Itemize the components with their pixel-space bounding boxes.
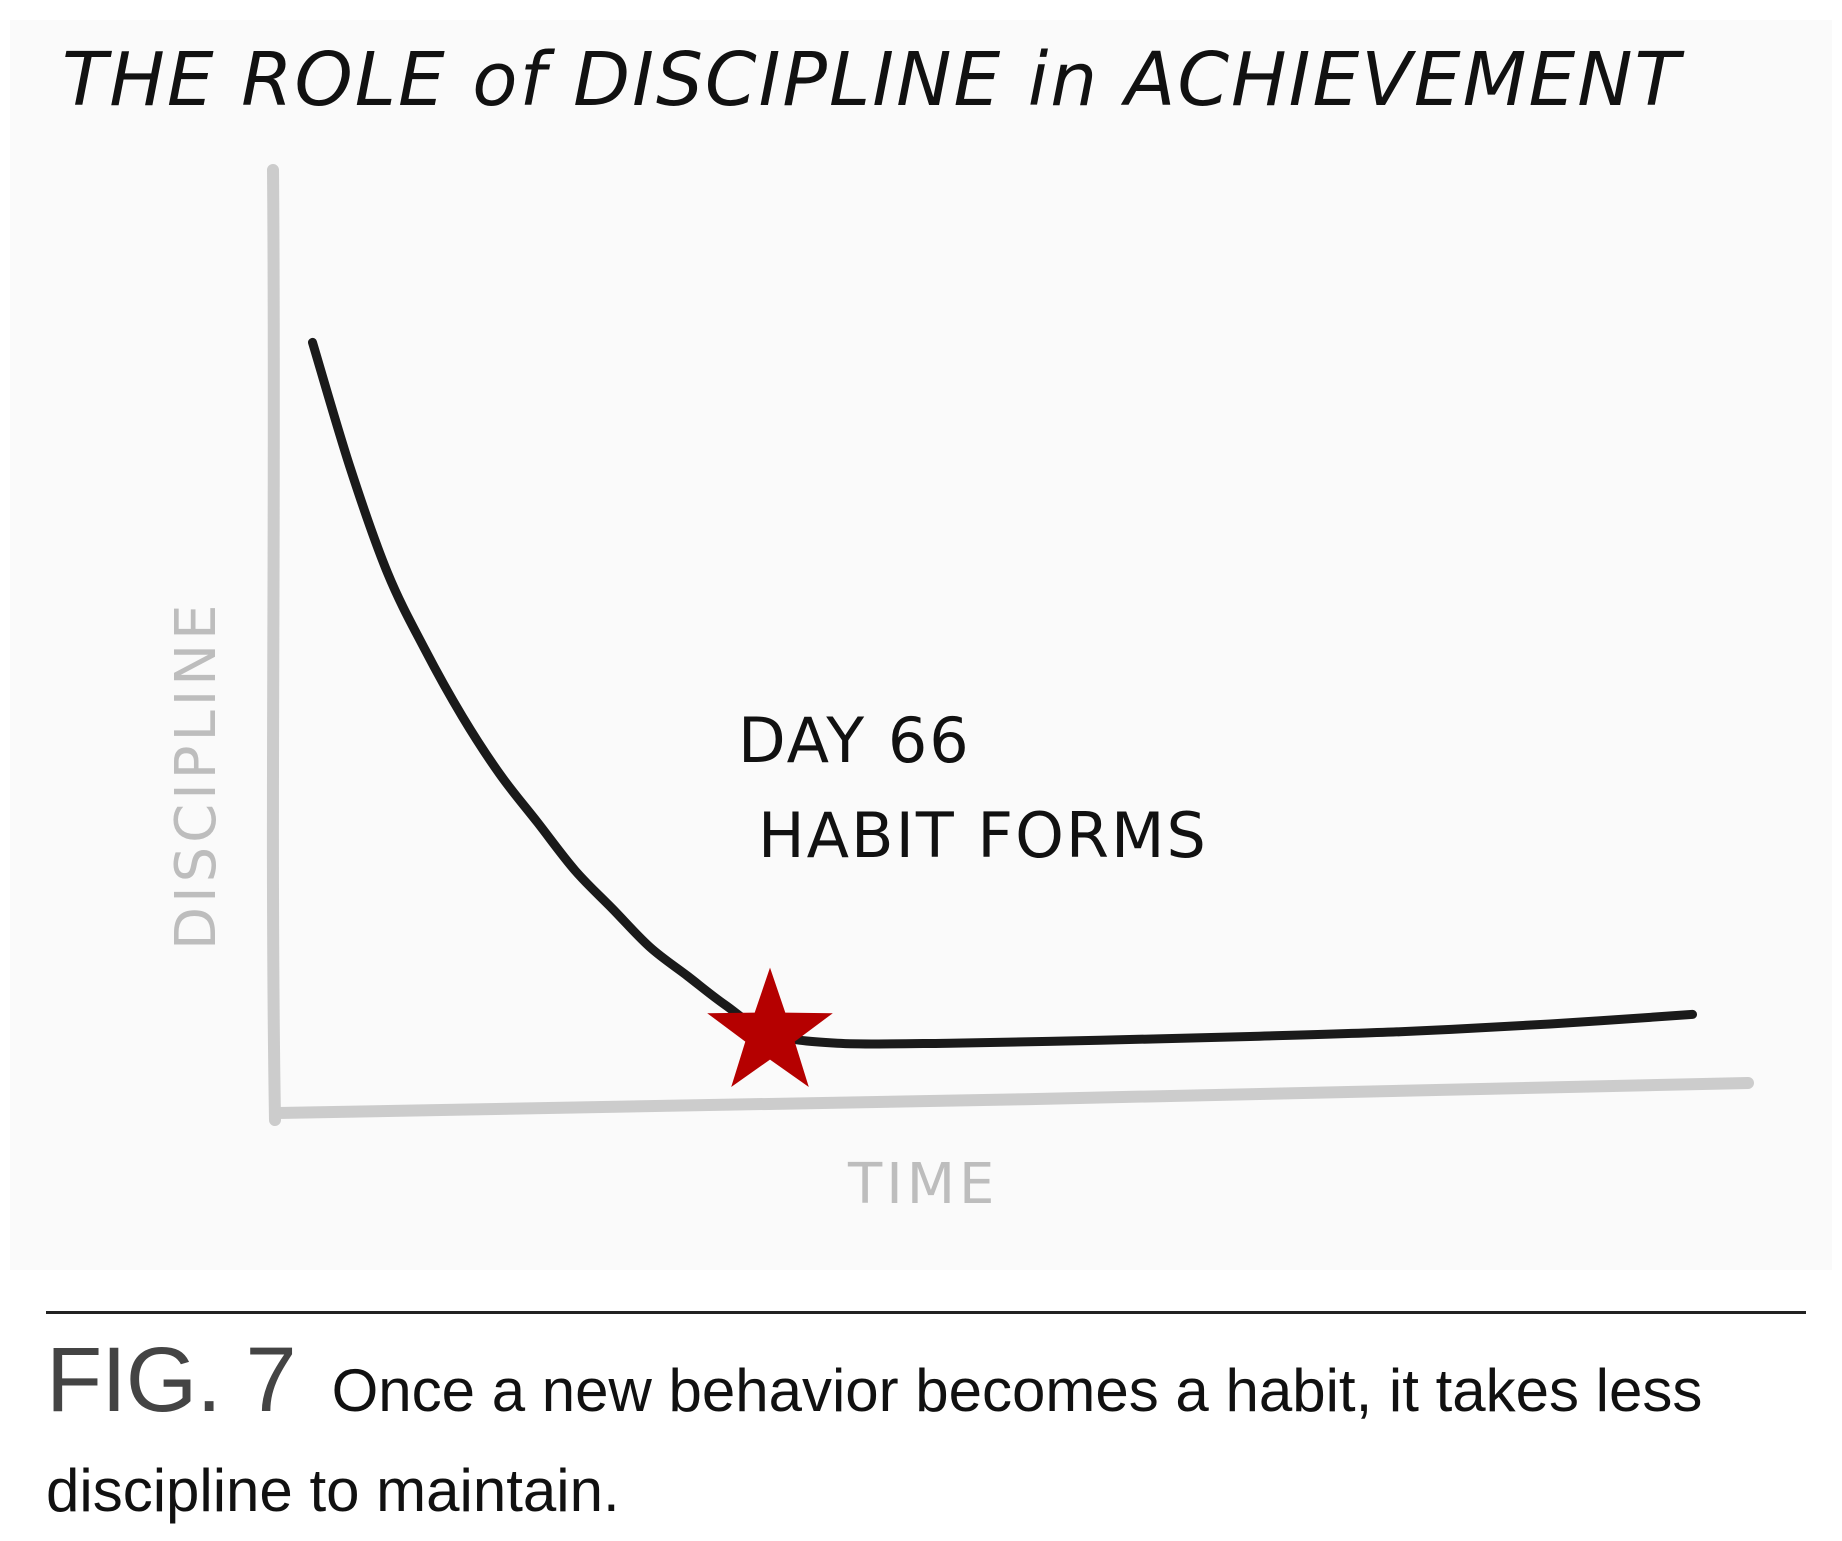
caption-text: Once a new behavior becomes a habit, it … [46, 1357, 1703, 1524]
chart-title: THE ROLE of DISCIPLINE in ACHIEVEMENT [62, 37, 1686, 123]
star-marker [707, 967, 833, 1087]
annotation-line-2: HABIT FORMS [758, 799, 1208, 872]
series-line [308, 337, 1697, 1049]
chart: THE ROLE of DISCIPLINE in ACHIEVEMENT DI… [62, 37, 1754, 1217]
figure-number: FIG. 7 [46, 1329, 297, 1431]
caption-rule [46, 1311, 1806, 1314]
figure-caption: FIG. 7 Once a new behavior becomes a habi… [46, 1328, 1806, 1541]
annotation-line-1: DAY 66 [738, 704, 971, 777]
x-axis-label: TIME [847, 1152, 998, 1217]
x-axis [272, 1077, 1754, 1119]
y-axis [266, 164, 281, 1126]
y-axis-label: DISCIPLINE [164, 600, 229, 950]
figure-panel: THE ROLE of DISCIPLINE in ACHIEVEMENT DI… [10, 20, 1832, 1270]
